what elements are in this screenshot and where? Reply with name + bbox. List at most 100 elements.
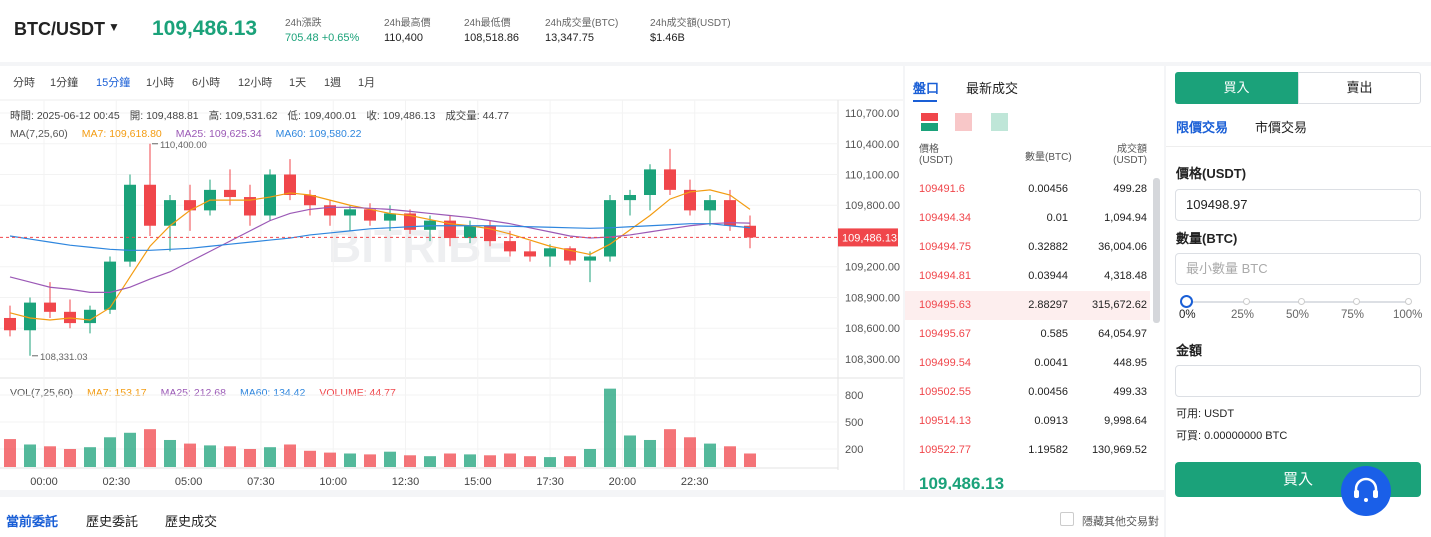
y-tick-label: 110,100.00 <box>845 170 899 182</box>
ask-row[interactable]: 109522.77 1.19582 130,969.52 <box>905 436 1150 465</box>
view-both[interactable] <box>921 113 938 131</box>
volume-bar <box>744 453 756 467</box>
interval[interactable]: 6小時 <box>192 76 220 89</box>
ask-row[interactable]: 109494.34 0.01 1,094.94 <box>905 204 1150 233</box>
volume-bar <box>264 447 276 467</box>
interval[interactable]: 1週 <box>324 75 341 89</box>
stat-label: 24h最高價 <box>384 18 431 29</box>
candle-body <box>724 200 736 226</box>
order-type[interactable]: 限價交易 <box>1176 120 1229 135</box>
interval[interactable]: 1月 <box>358 77 375 89</box>
view-bids[interactable] <box>991 113 1008 131</box>
orders-tab[interactable]: 歷史委託 <box>86 514 139 529</box>
ask-row[interactable]: 109491.6 0.00456 499.28 <box>905 175 1150 204</box>
ask-row[interactable]: 109502.55 0.00456 499.33 <box>905 378 1150 407</box>
candle-body <box>104 261 116 310</box>
volume-bar <box>544 457 556 467</box>
slider-stop <box>1298 298 1305 305</box>
volume-bar <box>584 448 596 467</box>
candle-body <box>84 309 96 324</box>
checkbox[interactable] <box>1060 512 1074 526</box>
y-tick-label: 108,300.00 <box>845 354 900 366</box>
cell: 448.95 <box>1113 357 1147 369</box>
qty-input[interactable]: 最小數量 BTC <box>1175 253 1421 285</box>
volume-bar <box>364 454 376 467</box>
ma-line <box>9 223 751 251</box>
volume-bar <box>204 445 216 467</box>
volume-bar <box>244 448 256 467</box>
percent-label[interactable]: 100% <box>1393 309 1423 321</box>
percent-label[interactable]: 75% <box>1341 309 1365 321</box>
interval[interactable]: 1小時 <box>146 76 174 89</box>
last-price-label: 109,486.13 <box>842 232 897 244</box>
price-input[interactable]: 109498.97 <box>1175 189 1421 221</box>
vol-legend: MA25: 212.68 <box>161 387 227 399</box>
slider-stop <box>1405 298 1412 305</box>
cell: 0.0913 <box>1034 415 1068 427</box>
tab[interactable]: 盤口 <box>913 81 940 96</box>
ask-row[interactable]: 109514.13 0.0913 9,998.64 <box>905 407 1150 436</box>
ask-row[interactable]: 109494.81 0.03944 4,318.48 <box>905 262 1150 291</box>
rows: 109491.6 0.00456 499.28 109494.34 0.01 1,094.… <box>905 175 1150 475</box>
candle-body <box>704 200 716 211</box>
buy-tab[interactable]: 買入 <box>1175 72 1298 104</box>
volume-bar <box>24 444 36 467</box>
hide-others[interactable]: 隱藏其他交易對 <box>1082 516 1159 528</box>
volume-bar <box>424 456 436 467</box>
candle-body <box>264 174 276 216</box>
orders-tab[interactable]: 歷史成交 <box>165 514 218 529</box>
volume-bar <box>524 456 536 467</box>
percent-label[interactable]: 50% <box>1286 309 1310 321</box>
volume-bar <box>144 429 156 467</box>
orders-tab[interactable]: 當前委託 <box>6 514 59 529</box>
pair-dropdown[interactable]: ▼ <box>108 20 120 34</box>
candle-body <box>444 220 456 239</box>
interval[interactable]: 12小時 <box>238 76 272 89</box>
x-tick-label: 15:00 <box>464 476 492 488</box>
stat-label: 24h成交額(USDT) <box>650 18 731 29</box>
ohlc-info: 成交量: 44.77 <box>445 109 509 122</box>
interval[interactable]: 15分鐘 <box>96 75 130 89</box>
candle-body <box>24 302 36 331</box>
cell: 4,318.48 <box>1104 270 1147 282</box>
vol-tick-label: 800 <box>845 390 863 402</box>
view-asks[interactable] <box>955 113 972 131</box>
candle-body <box>644 169 656 195</box>
ask-row[interactable]: 109494.75 0.32882 36,004.06 <box>905 233 1150 262</box>
chart-panel <box>0 66 903 490</box>
interval[interactable]: 1分鐘 <box>50 75 78 89</box>
candle-body <box>584 256 596 261</box>
order-type[interactable]: 市價交易 <box>1255 120 1308 135</box>
slider-handle[interactable] <box>1180 295 1193 308</box>
ask-row[interactable]: 109499.54 0.0041 448.95 <box>905 349 1150 378</box>
y-tick-label: 110,400.00 <box>845 139 899 151</box>
cell: 109494.81 <box>919 270 971 282</box>
cell: 499.33 <box>1113 386 1147 398</box>
candle-body <box>744 225 756 238</box>
support-button[interactable] <box>1341 466 1391 516</box>
amount-input[interactable] <box>1175 365 1421 397</box>
interval[interactable]: 分時 <box>13 76 35 89</box>
x-tick-label: 05:00 <box>175 476 203 488</box>
support-icon <box>1354 477 1378 502</box>
vol-legend: VOL(7,25,60) <box>10 387 73 399</box>
volume-bar <box>164 439 176 467</box>
y-tick-label: 108,900.00 <box>845 292 900 304</box>
orders-panel: 當前委託 歷史委託 歷史成交 隱藏其他交易對 <box>0 497 1164 537</box>
ask-row[interactable]: 109495.63 2.88297 315,672.62 <box>905 291 1150 320</box>
tab-underline <box>913 100 937 102</box>
ask-row[interactable]: 109495.67 0.585 64,054.97 <box>905 320 1150 349</box>
stat-value: 13,347.75 <box>545 32 594 44</box>
sell-tab[interactable]: 賣出 <box>1298 72 1421 104</box>
ma-line <box>9 206 751 293</box>
interval[interactable]: 1天 <box>289 77 306 89</box>
vol-legend: VOLUME: 44.77 <box>319 387 396 399</box>
percent-label[interactable]: 0% <box>1179 309 1196 321</box>
pair[interactable]: BTC/USDT <box>14 19 105 39</box>
cell: 0.585 <box>1040 328 1068 340</box>
candle-body <box>544 248 556 257</box>
col-head: 數量(BTC) <box>1025 152 1072 163</box>
tab[interactable]: 最新成交 <box>966 81 1019 96</box>
percent-label[interactable]: 25% <box>1231 309 1255 321</box>
stat-value: 108,518.86 <box>464 32 520 44</box>
